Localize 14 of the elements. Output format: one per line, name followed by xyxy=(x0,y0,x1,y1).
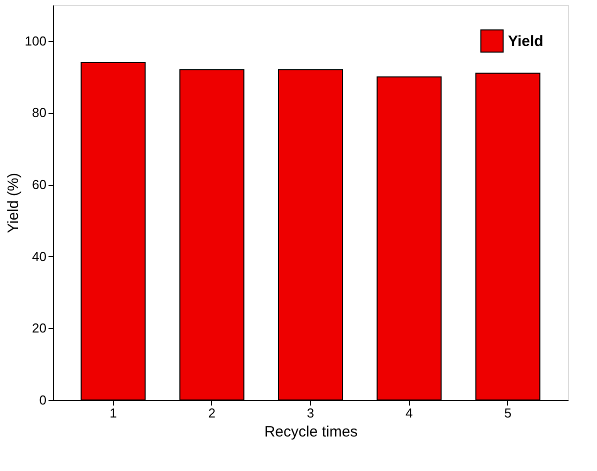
x-axis-title: Recycle times xyxy=(264,424,358,440)
legend-label: Yield xyxy=(508,33,544,50)
x-tick-label: 3 xyxy=(306,406,314,420)
x-tick-label: 5 xyxy=(504,406,512,420)
x-tick-label: 4 xyxy=(406,406,413,420)
y-axis-title: Yield (%) xyxy=(4,172,22,234)
y-tick-label: 0 xyxy=(39,392,46,408)
y-tick-label: 80 xyxy=(32,105,46,120)
y-tick-label: 100 xyxy=(24,33,46,48)
x-tick-label: 1 xyxy=(110,406,117,420)
y-tick-label: 40 xyxy=(32,248,46,264)
y-tick-label: 20 xyxy=(32,320,46,336)
y-tick-label: 60 xyxy=(32,177,46,192)
x-tick-label: 2 xyxy=(208,406,216,420)
